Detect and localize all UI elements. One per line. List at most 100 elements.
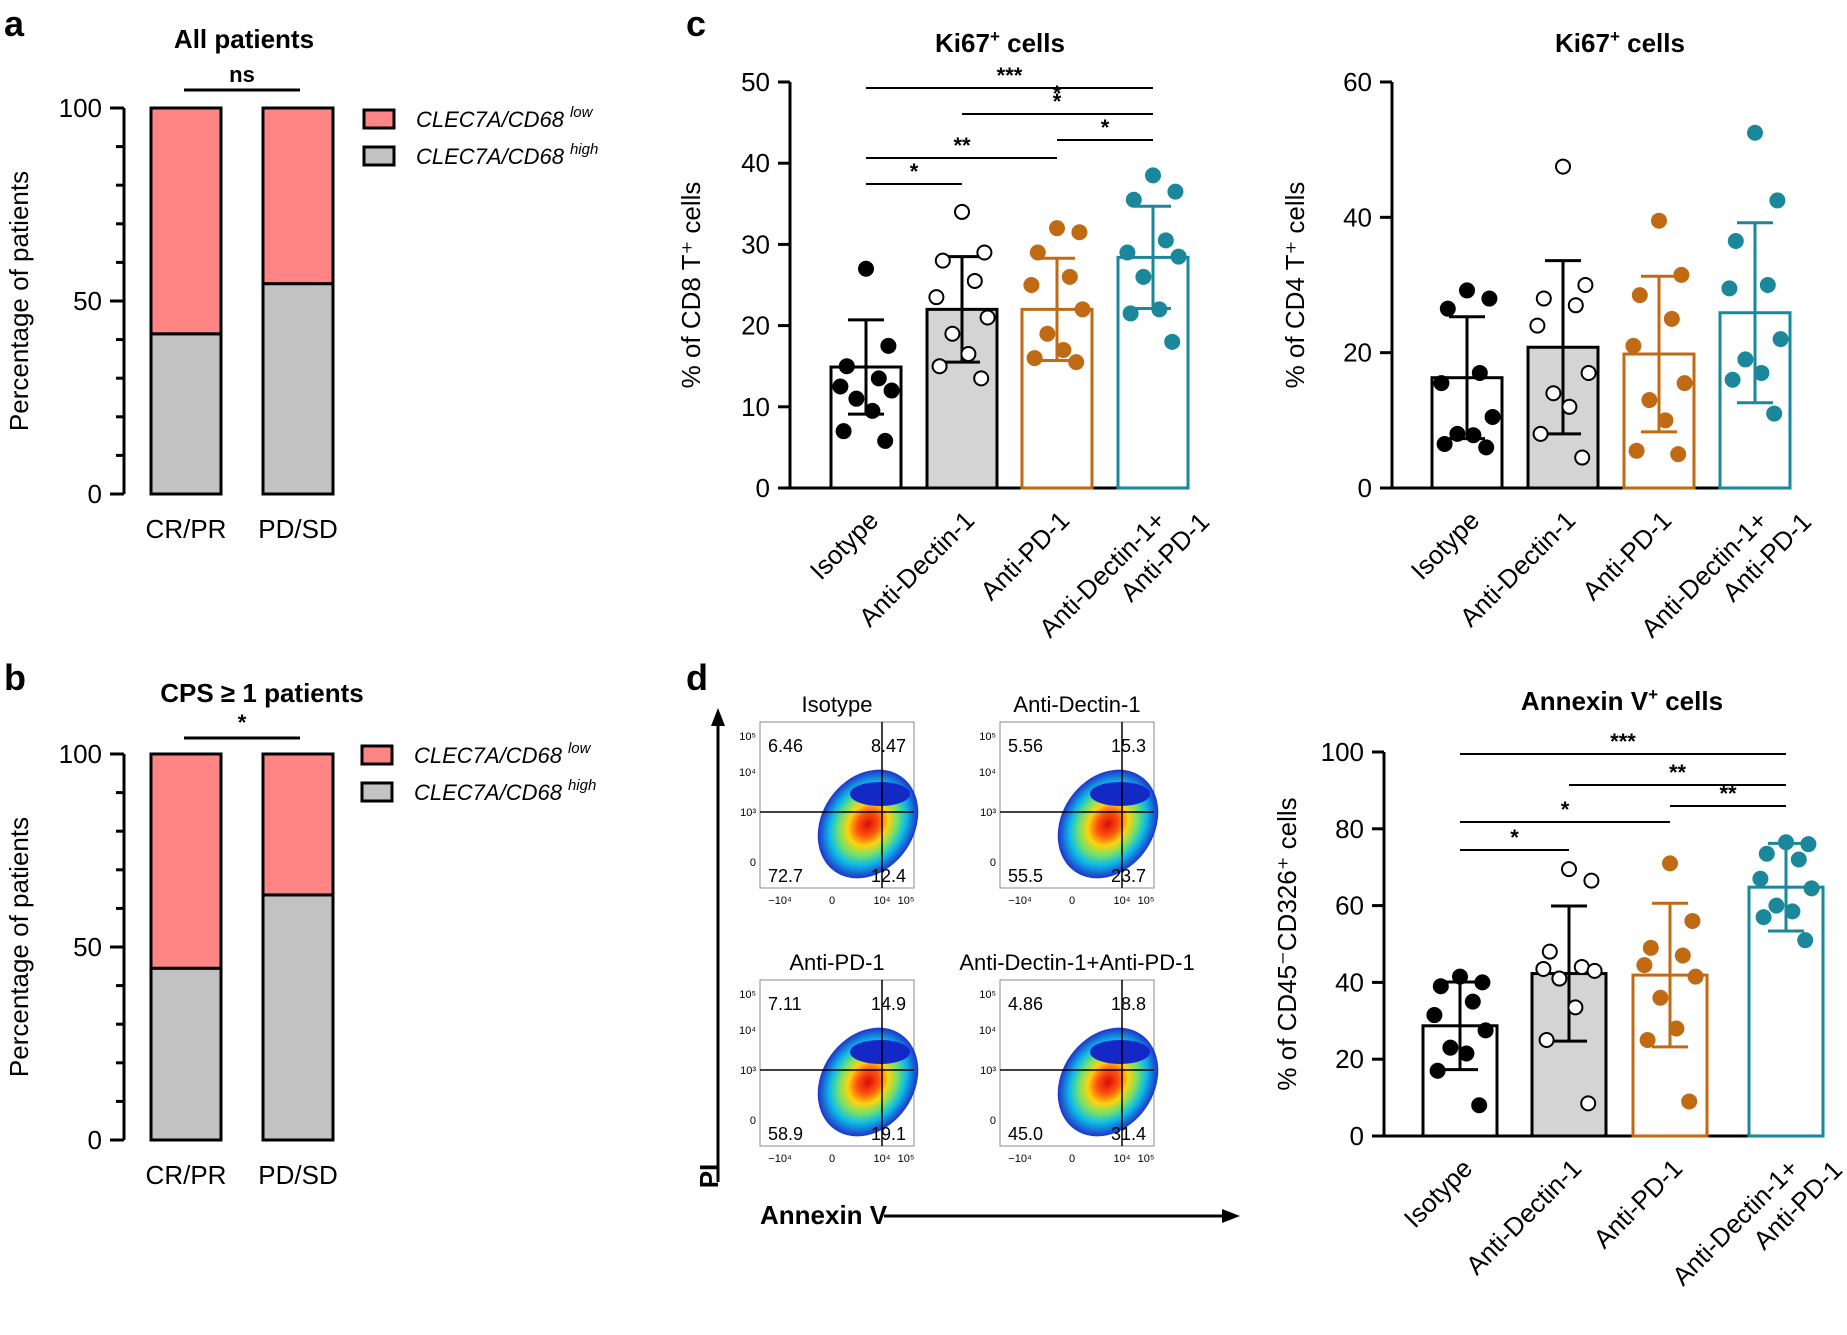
- quadrant-value-ur: 15.3: [1111, 736, 1146, 756]
- data-point: [1778, 834, 1794, 851]
- significance-marker: **: [1669, 760, 1687, 785]
- data-point: [1471, 364, 1488, 381]
- data-point: [1555, 158, 1571, 175]
- data-point: [1628, 442, 1645, 459]
- data-point: [1676, 375, 1693, 392]
- bar-low: [149, 752, 223, 970]
- flow-x-tick: 0: [1069, 895, 1075, 907]
- data-point: [1577, 277, 1594, 293]
- quadrant-value-ll: 55.5: [1008, 866, 1043, 886]
- y-axis-label: % of CD8 T⁺ cells: [676, 182, 706, 389]
- data-point: [1668, 1020, 1685, 1037]
- data-point: [1662, 855, 1678, 872]
- data-point: [1449, 425, 1466, 442]
- flow-x-tick: 10⁴: [1114, 895, 1131, 907]
- significance-marker: ***: [1610, 729, 1636, 754]
- data-point: [1652, 989, 1669, 1006]
- data-point: [931, 358, 948, 375]
- data-point: [1164, 333, 1181, 350]
- data-point: [1145, 167, 1161, 184]
- x-tick-label: PD/SD: [258, 514, 337, 544]
- data-point: [979, 309, 996, 326]
- flow-y-tick: 10⁵: [979, 731, 996, 743]
- flow-density-tail: [850, 782, 910, 806]
- y-tick-label: 20: [741, 311, 770, 341]
- y-tick-label: 60: [1343, 67, 1372, 97]
- significance-marker: ns: [229, 62, 255, 87]
- flow-x-tick: −10⁴: [1008, 895, 1032, 907]
- y-tick-label: 0: [1350, 1121, 1364, 1151]
- data-point: [1074, 301, 1091, 318]
- data-point: [1803, 880, 1820, 897]
- panel-label-d: d: [686, 657, 708, 698]
- bar-high: [261, 282, 335, 496]
- annexin-axis-label: Annexin V: [760, 1200, 888, 1230]
- data-point: [1800, 836, 1817, 853]
- panel-label-a: a: [4, 3, 25, 44]
- data-point: [1532, 425, 1549, 442]
- legend-label-sup: high: [570, 141, 598, 158]
- chart-title: All patients: [174, 24, 314, 54]
- data-point: [1151, 301, 1168, 318]
- x-tick-label-line: Anti-PD-1: [1587, 1153, 1688, 1254]
- legend-swatch: [362, 145, 396, 167]
- data-point: [1452, 968, 1468, 985]
- significance-marker: *: [1053, 81, 1062, 106]
- flow-x-tick: 10⁴: [1114, 1153, 1131, 1165]
- bar-high: [261, 893, 335, 1142]
- flow-plot-title: Anti-Dectin-1: [1013, 692, 1140, 717]
- flow-y-tick: 10⁵: [979, 989, 996, 1001]
- y-tick-label: 20: [1343, 338, 1372, 368]
- flow-x-tick: 10⁵: [898, 895, 915, 907]
- data-point: [1567, 297, 1584, 314]
- data-point: [1642, 939, 1659, 956]
- data-point: [1477, 1022, 1494, 1039]
- data-point: [1061, 268, 1078, 285]
- flow-plot-title: Anti-PD-1: [789, 950, 884, 975]
- data-point: [848, 390, 865, 407]
- data-point: [838, 358, 855, 375]
- data-point: [835, 423, 852, 440]
- flow-x-tick: 0: [829, 1153, 835, 1165]
- data-point: [1484, 408, 1501, 425]
- data-point: [1670, 446, 1687, 463]
- flow-x-tick: 10⁴: [874, 895, 891, 907]
- data-point: [1433, 375, 1450, 392]
- flow-y-tick: 10⁴: [739, 1025, 756, 1037]
- y-tick-label: 60: [1335, 891, 1364, 921]
- data-point: [1039, 325, 1056, 342]
- data-point: [1471, 1097, 1488, 1114]
- pi-axis-arrowhead: [711, 708, 725, 726]
- data-point: [1049, 220, 1065, 237]
- flow-plot-title: Isotype: [802, 692, 873, 717]
- flow-y-tick: 0: [990, 1115, 996, 1127]
- legend-label: CLEC7A/CD68 high: [414, 777, 596, 805]
- data-point: [1651, 212, 1667, 229]
- data-point: [1122, 305, 1139, 322]
- data-point: [1755, 909, 1772, 926]
- data-point: [1119, 244, 1136, 261]
- data-point: [1636, 957, 1653, 974]
- data-point: [1752, 870, 1769, 887]
- significance-marker: *: [1510, 825, 1519, 850]
- data-point: [1586, 962, 1603, 979]
- chart-title-rest: cells: [1000, 28, 1065, 58]
- data-point: [1026, 350, 1043, 367]
- y-tick-label: 100: [59, 739, 102, 769]
- bar-high: [149, 332, 223, 496]
- data-point: [880, 337, 897, 354]
- x-tick-label-line: Anti-Dectin-1: [1460, 1153, 1587, 1280]
- x-tick-label: Anti-PD-1: [1576, 505, 1677, 606]
- chart-title-sup: +: [990, 27, 1000, 46]
- legend-swatch: [362, 108, 396, 130]
- quadrant-value-ur: 8.47: [871, 736, 906, 756]
- data-point: [1029, 244, 1046, 261]
- quadrant-value-ll: 45.0: [1008, 1124, 1043, 1144]
- quadrant-value-ul: 6.46: [768, 736, 803, 756]
- quadrant-value-ul: 4.86: [1008, 994, 1043, 1014]
- stacked-bar-chart-all-patients: All patients 0 50 100 Percentage of patients…: [4, 24, 598, 544]
- flow-x-tick: 10⁴: [874, 1153, 891, 1165]
- data-point: [1481, 290, 1498, 307]
- y-tick-label: 10: [741, 392, 770, 422]
- data-point: [1170, 248, 1187, 265]
